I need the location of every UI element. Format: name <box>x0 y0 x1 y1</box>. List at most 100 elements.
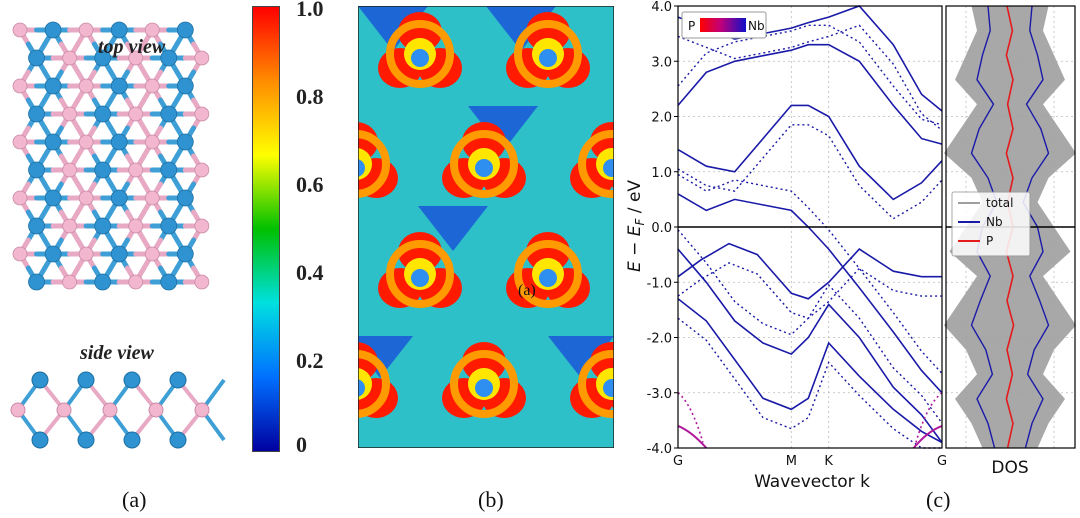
projection-legend-p: P <box>688 19 695 33</box>
nb-atom <box>28 217 45 235</box>
p-atom <box>78 78 94 94</box>
nb-atom <box>160 49 178 67</box>
x-tick-label: G <box>937 454 947 469</box>
elf-core <box>539 269 557 287</box>
p-atom <box>10 402 26 418</box>
p-atom <box>56 402 72 418</box>
y-tick-label: 1.0 <box>651 166 672 181</box>
band-line <box>677 248 943 443</box>
nb-atom <box>94 49 112 67</box>
p-atom <box>78 22 94 38</box>
y-tick-label: -4.0 <box>647 442 672 457</box>
p-atom <box>62 162 77 178</box>
nb-atom <box>94 105 112 123</box>
p-atom <box>144 78 160 94</box>
elf-trefoil <box>506 12 590 88</box>
elf-trefoil <box>442 122 526 198</box>
elf-ring <box>578 350 614 418</box>
p-atom <box>144 246 160 262</box>
elf-marker-label: (a) <box>518 282 536 299</box>
nb-atom <box>28 105 45 123</box>
nb-atom <box>110 77 128 95</box>
nb-atom <box>176 189 194 207</box>
nb-atom <box>169 431 187 449</box>
band-line-dotted <box>677 24 943 131</box>
low-elf-region <box>468 106 538 151</box>
elf-trefoil <box>506 232 590 308</box>
elf-core <box>475 159 493 177</box>
colorbar <box>252 6 280 452</box>
nb-atom <box>77 431 95 449</box>
x-axis-label: Wavevector k <box>754 472 870 490</box>
elf-ring <box>450 350 518 418</box>
p-atom <box>12 190 28 206</box>
nb-atom <box>110 21 128 39</box>
band-line-dotted <box>677 24 943 126</box>
nb-atom <box>94 217 112 235</box>
nb-atom <box>44 77 62 95</box>
elf-core <box>411 269 429 287</box>
crystal-structure-image <box>10 21 226 449</box>
top-view-label: top view <box>98 36 166 58</box>
colorbar-tick-1-0: 1.0 <box>296 0 324 21</box>
p-atom <box>12 78 28 94</box>
p-atom <box>12 134 28 150</box>
elf-core <box>603 379 614 397</box>
elf-trefoil <box>570 122 614 198</box>
nb-atom <box>176 21 194 39</box>
band-line <box>677 242 942 300</box>
nb-atom <box>31 431 49 449</box>
elf-ring <box>358 130 390 198</box>
band-line-dotted <box>677 124 943 220</box>
x-tick-label: G <box>673 454 683 469</box>
p-atom <box>62 106 77 122</box>
p-atom <box>102 402 118 418</box>
low-elf-region <box>358 336 413 378</box>
nb-atom <box>110 189 128 207</box>
elf-trefoil <box>442 342 526 418</box>
elf-ring <box>578 130 614 198</box>
panel-c-band-structure: -4.0 -3.0 -2.0 -1.0 0.0 1.0 2.0 3.0 4.0 G M K G P Nb t… <box>620 0 1080 518</box>
nb-atom <box>123 431 141 449</box>
elf-contour-map <box>358 6 614 448</box>
elf-ring <box>514 240 582 308</box>
dos-legend-label: Nb <box>986 215 1003 229</box>
nb-atom <box>28 49 45 67</box>
band-line-dotted <box>677 262 942 319</box>
p-band-line-dotted <box>915 392 943 443</box>
elf-core <box>475 379 493 397</box>
elf-core <box>539 49 557 67</box>
band-line-dotted <box>677 229 943 424</box>
elf-trefoil <box>358 342 398 418</box>
caption-c: (c) <box>926 487 951 512</box>
nb-atom <box>160 273 178 291</box>
p-atom <box>128 162 144 178</box>
y-tick-label: 0.0 <box>651 221 672 236</box>
nb-atom <box>160 161 178 179</box>
elf-trefoil <box>358 122 398 198</box>
colorbar-tick-0-4: 0.4 <box>296 260 324 285</box>
y-tick-label: -1.0 <box>647 276 672 291</box>
p-atom <box>148 402 164 418</box>
nb-atom <box>28 161 45 179</box>
nb-atom <box>176 245 194 263</box>
band-structure-chart: -4.0 -3.0 -2.0 -1.0 0.0 1.0 2.0 3.0 4.0 G M K G P Nb t… <box>625 0 1076 492</box>
y-tick-label: -2.0 <box>647 332 672 347</box>
nb-atom <box>110 245 128 263</box>
p-atom <box>128 274 144 290</box>
p-atom <box>62 50 77 66</box>
p-atom <box>194 402 210 418</box>
side-view-label: side view <box>80 342 154 364</box>
p-atom <box>128 218 144 234</box>
p-atom <box>194 274 210 290</box>
p-atom <box>78 190 94 206</box>
low-elf-region <box>548 336 614 378</box>
band-line <box>677 298 943 444</box>
projection-legend-nb: Nb <box>748 19 765 33</box>
band-line-dotted <box>677 317 942 449</box>
elf-ring <box>358 350 390 418</box>
p-band-line-dotted <box>677 392 704 443</box>
elf-ring <box>386 240 454 308</box>
elf-ring <box>514 20 582 88</box>
x-tick-label: M <box>786 454 797 469</box>
